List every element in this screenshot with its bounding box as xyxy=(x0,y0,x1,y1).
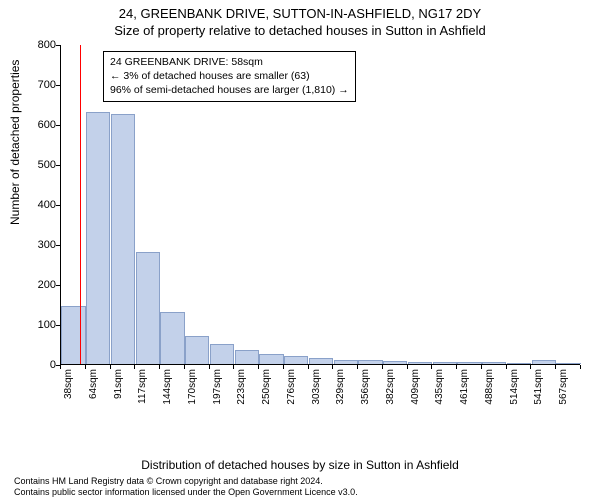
y-tick-mark xyxy=(56,165,60,166)
x-tick-label: 144sqm xyxy=(162,369,173,405)
x-tick-mark xyxy=(357,365,358,369)
x-tick-mark xyxy=(184,365,185,369)
bar xyxy=(532,360,556,364)
x-tick-label: 91sqm xyxy=(113,369,124,399)
x-tick-mark xyxy=(283,365,284,369)
chart-container: 24, GREENBANK DRIVE, SUTTON-IN-ASHFIELD,… xyxy=(0,0,600,500)
x-tick-mark xyxy=(209,365,210,369)
x-tick-mark xyxy=(506,365,507,369)
y-tick-mark xyxy=(56,325,60,326)
footnote-line-1: Contains HM Land Registry data © Crown c… xyxy=(14,476,358,487)
x-tick-mark xyxy=(134,365,135,369)
x-tick-mark xyxy=(407,365,408,369)
x-tick-label: 170sqm xyxy=(187,369,198,405)
y-tick-label: 400 xyxy=(26,199,56,211)
title-sub: Size of property relative to detached ho… xyxy=(0,21,600,38)
x-tick-label: 276sqm xyxy=(286,369,297,405)
x-tick-mark xyxy=(580,365,581,369)
y-tick-mark xyxy=(56,205,60,206)
x-tick-mark xyxy=(332,365,333,369)
title-main: 24, GREENBANK DRIVE, SUTTON-IN-ASHFIELD,… xyxy=(0,0,600,21)
y-tick-label: 800 xyxy=(26,39,56,51)
x-tick-mark xyxy=(258,365,259,369)
x-tick-mark xyxy=(555,365,556,369)
bar xyxy=(457,362,481,364)
x-tick-label: 250sqm xyxy=(261,369,272,405)
x-tick-mark xyxy=(308,365,309,369)
x-tick-mark xyxy=(233,365,234,369)
x-tick-label: 541sqm xyxy=(533,369,544,405)
bar xyxy=(61,306,85,364)
y-tick-label: 700 xyxy=(26,79,56,91)
x-tick-label: 64sqm xyxy=(88,369,99,399)
x-tick-label: 223sqm xyxy=(236,369,247,405)
bar xyxy=(111,114,135,364)
bar xyxy=(160,312,184,364)
plot-region: 24 GREENBANK DRIVE: 58sqm ← 3% of detach… xyxy=(60,45,580,365)
bar xyxy=(210,344,234,364)
bar xyxy=(482,362,506,364)
y-tick-mark xyxy=(56,285,60,286)
bar xyxy=(86,112,110,364)
bar xyxy=(136,252,160,364)
x-tick-label: 409sqm xyxy=(410,369,421,405)
y-tick-label: 200 xyxy=(26,279,56,291)
x-tick-mark xyxy=(60,365,61,369)
chart-area: 24 GREENBANK DRIVE: 58sqm ← 3% of detach… xyxy=(60,45,580,405)
x-tick-mark xyxy=(530,365,531,369)
bar xyxy=(556,363,580,364)
bar xyxy=(433,362,457,364)
x-tick-mark xyxy=(481,365,482,369)
x-tick-label: 356sqm xyxy=(360,369,371,405)
info-line-1: 24 GREENBANK DRIVE: 58sqm xyxy=(110,55,349,69)
bar xyxy=(284,356,308,364)
x-axis-label: Distribution of detached houses by size … xyxy=(0,458,600,472)
bar xyxy=(383,361,407,364)
x-tick-mark xyxy=(159,365,160,369)
y-tick-mark xyxy=(56,125,60,126)
y-tick-label: 300 xyxy=(26,239,56,251)
x-tick-label: 117sqm xyxy=(137,369,148,404)
y-tick-label: 500 xyxy=(26,159,56,171)
info-line-3: 96% of semi-detached houses are larger (… xyxy=(110,83,349,97)
x-tick-mark xyxy=(85,365,86,369)
y-tick-mark xyxy=(56,45,60,46)
y-tick-mark xyxy=(56,85,60,86)
x-tick-label: 382sqm xyxy=(385,369,396,405)
bar xyxy=(185,336,209,364)
x-tick-label: 435sqm xyxy=(434,369,445,405)
x-tick-mark xyxy=(110,365,111,369)
footnote: Contains HM Land Registry data © Crown c… xyxy=(14,476,358,498)
x-tick-label: 303sqm xyxy=(311,369,322,405)
bar xyxy=(334,360,358,364)
x-tick-label: 329sqm xyxy=(335,369,346,405)
bar xyxy=(309,358,333,364)
x-tick-label: 514sqm xyxy=(509,369,520,405)
bar xyxy=(259,354,283,364)
bar xyxy=(408,362,432,364)
bar xyxy=(358,360,382,364)
marker-line xyxy=(80,45,81,364)
y-tick-mark xyxy=(56,245,60,246)
x-tick-label: 197sqm xyxy=(212,369,223,405)
y-axis-label: Number of detached properties xyxy=(8,60,22,225)
x-tick-label: 461sqm xyxy=(459,369,470,405)
x-tick-label: 567sqm xyxy=(558,369,569,405)
footnote-line-2: Contains public sector information licen… xyxy=(14,487,358,498)
y-tick-label: 100 xyxy=(26,319,56,331)
x-tick-label: 38sqm xyxy=(63,369,74,399)
bar xyxy=(507,363,531,364)
x-tick-mark xyxy=(456,365,457,369)
bar xyxy=(235,350,259,364)
y-tick-label: 600 xyxy=(26,119,56,131)
info-box: 24 GREENBANK DRIVE: 58sqm ← 3% of detach… xyxy=(103,51,356,102)
x-tick-label: 488sqm xyxy=(484,369,495,405)
x-tick-mark xyxy=(382,365,383,369)
y-tick-label: 0 xyxy=(26,359,56,371)
info-line-2: ← 3% of detached houses are smaller (63) xyxy=(110,69,349,83)
x-tick-mark xyxy=(431,365,432,369)
